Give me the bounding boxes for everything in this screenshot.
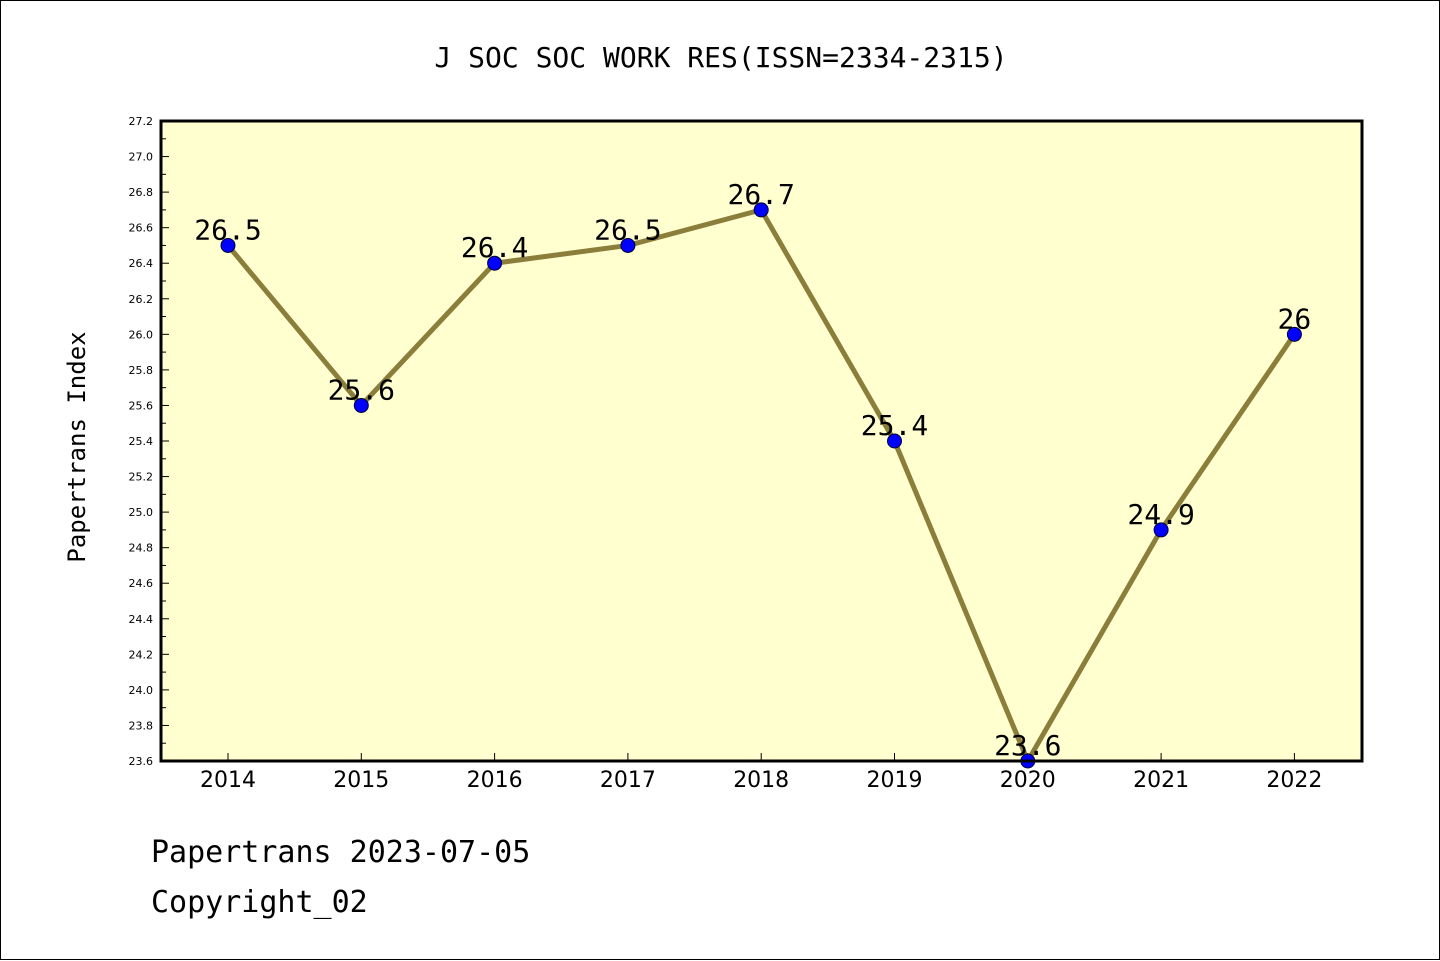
data-point [1286, 326, 1302, 342]
y-tick-label: 26.0 [129, 328, 154, 341]
x-tick-label: 2014 [200, 768, 256, 793]
x-tick-label: 2017 [600, 768, 656, 793]
data-point [220, 237, 236, 253]
y-tick-label: 26.2 [129, 293, 154, 306]
data-point [487, 255, 503, 271]
plot-area [161, 121, 1362, 761]
y-tick-label: 27.0 [129, 151, 154, 164]
data-label: 26.5 [194, 213, 261, 246]
x-tick-label: 2018 [733, 768, 789, 793]
data-label: 26.5 [594, 213, 661, 246]
y-tick-label: 25.0 [129, 506, 154, 519]
data-label: 26.4 [461, 231, 528, 264]
y-tick-label: 24.8 [129, 542, 154, 555]
y-tick-label: 26.4 [129, 257, 154, 270]
y-tick-label: 26.6 [129, 222, 154, 235]
y-tick-label: 25.2 [129, 471, 154, 484]
y-tick-label: 27.2 [129, 115, 154, 128]
data-point [620, 237, 636, 253]
data-point [887, 433, 902, 449]
chart-title: J SOC SOC WORK RES(ISSN=2334-2315) [434, 41, 1007, 74]
x-tick-label: 2022 [1266, 768, 1322, 793]
data-label: 26.7 [727, 178, 794, 211]
x-tick-label: 2020 [1000, 768, 1056, 793]
x-tick-label: 2021 [1133, 768, 1189, 793]
y-tick-label: 24.4 [129, 613, 154, 626]
y-tick-label: 25.6 [129, 399, 154, 412]
plot-border [159, 119, 1364, 763]
y-tick-label: 24.6 [129, 577, 154, 590]
y-axis-label: Papertrans Index [63, 331, 91, 562]
y-tick-label: 23.8 [129, 719, 154, 732]
y-tick-label: 26.8 [129, 186, 154, 199]
data-point [1153, 522, 1169, 538]
y-tick-label: 25.4 [129, 435, 154, 448]
y-tick-label: 25.8 [129, 364, 154, 377]
y-tick-label: 24.2 [129, 648, 154, 661]
footer-date: Papertrans 2023-07-05 [151, 835, 531, 870]
data-label: 23.6 [994, 729, 1061, 762]
y-tick-label: 23.6 [129, 755, 154, 768]
x-tick-label: 2016 [467, 768, 523, 793]
data-label: 25.6 [328, 373, 395, 406]
x-tick-label: 2015 [333, 768, 389, 793]
data-point [753, 202, 769, 218]
x-tick-labels: 2014 2015 2016 2017 2018 2019 2020 2021 2022 [200, 753, 1322, 793]
data-label: 26 [1278, 302, 1312, 335]
data-point [353, 397, 369, 413]
x-tick-label: 2019 [867, 768, 923, 793]
data-label: 25.4 [861, 409, 928, 442]
y-tick-label: 24.0 [129, 684, 154, 697]
footer-copyright: Copyright_02 [151, 885, 368, 920]
data-markers [220, 202, 1302, 769]
y-tick-labels: 23.6 23.8 24.0 24.2 24.4 24.6 24.8 25.0 25.2 25.4… [129, 115, 154, 768]
data-label: 24.9 [1127, 498, 1194, 531]
data-labels: 26.5 25.6 26.4 26.5 26.7 25.4 23.6 24.9 26 [194, 178, 1311, 762]
